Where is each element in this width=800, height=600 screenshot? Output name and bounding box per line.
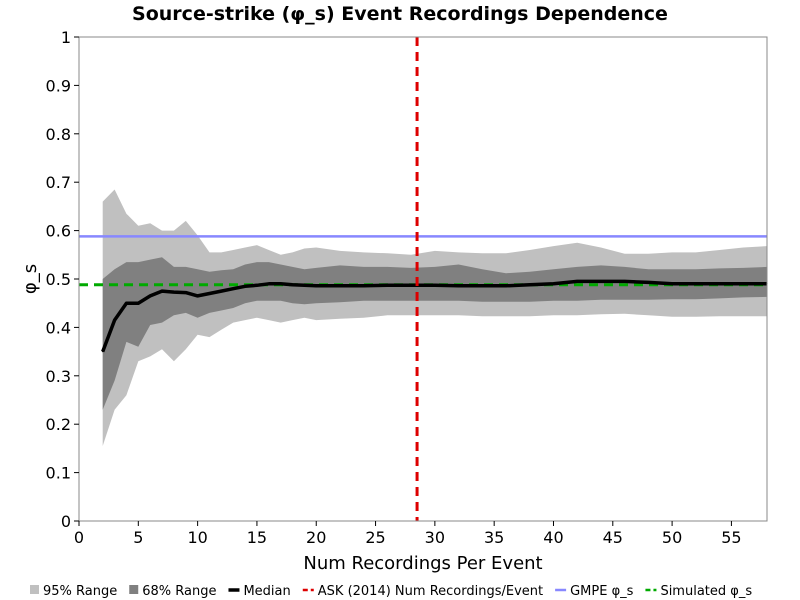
legend-swatch <box>129 585 139 594</box>
y-tick-label: 0.3 <box>46 367 71 386</box>
median-point <box>137 302 139 304</box>
median-point <box>208 292 211 295</box>
median-point <box>268 283 270 285</box>
median-point <box>458 285 460 287</box>
median-point <box>529 284 531 286</box>
y-tick-label: 0.1 <box>46 464 71 483</box>
median-point <box>719 283 721 285</box>
y-tick-label: 0.9 <box>46 76 71 95</box>
median-point <box>303 284 305 286</box>
y-tick-label: 0.5 <box>46 270 71 289</box>
x-tick-label: 30 <box>425 528 445 547</box>
y-tick-label: 0.7 <box>46 173 71 192</box>
median-point <box>161 290 163 292</box>
x-tick-label: 35 <box>484 528 504 547</box>
median-point <box>695 283 697 285</box>
median-point <box>244 285 246 287</box>
x-tick-label: 40 <box>543 528 563 547</box>
chart-title: Source-strike (φ_s) Event Recordings Dep… <box>132 3 668 25</box>
median-point <box>185 292 187 294</box>
median-point <box>102 351 104 353</box>
median-point <box>647 281 650 283</box>
median-point <box>386 284 388 286</box>
x-tick-label: 55 <box>721 528 741 547</box>
median-point <box>256 284 258 286</box>
median-point <box>280 283 282 285</box>
x-tick-label: 20 <box>306 528 326 547</box>
x-tick-label: 0 <box>74 528 84 547</box>
legend-item-median: Median <box>228 584 291 599</box>
legend-swatch <box>30 585 39 594</box>
median-point <box>481 285 483 287</box>
median-point <box>505 285 507 287</box>
median-point <box>232 288 234 290</box>
median-point <box>434 284 436 286</box>
legend-item-68-range: 68% Range <box>129 584 216 599</box>
axes-layer: 0 5 10 15 20 25 30 35 40 45 50 55 0 0.1 0.2 0.3 0.4 0.5 0.… <box>46 28 742 547</box>
x-tick-label: 50 <box>662 528 682 547</box>
median-point <box>339 285 341 287</box>
median-point <box>291 284 294 286</box>
median-point <box>576 280 578 282</box>
x-tick-label: 45 <box>603 528 623 547</box>
legend-item-gmpe-s: GMPE φ_s <box>555 584 634 599</box>
median-point <box>410 284 412 286</box>
median-point <box>600 280 602 282</box>
median-point <box>173 291 175 293</box>
y-tick-label: 0 <box>61 512 71 531</box>
y-tick-label: 0.6 <box>46 222 71 241</box>
legend-item-ask-2014-num-recordings-event: ASK (2014) Num Recordings/Event <box>302 584 543 599</box>
median-point <box>149 295 151 297</box>
legend: 95% Range 68% Range Median ASK (2014) Num R… <box>30 584 752 599</box>
legend-item-95-range: 95% Range <box>30 584 117 599</box>
y-tick-label: 0.2 <box>46 415 71 434</box>
x-tick-label: 15 <box>247 528 267 547</box>
legend-label: Median <box>243 584 290 599</box>
legend-label: 95% Range <box>43 584 117 599</box>
legend-label: 68% Range <box>142 584 216 599</box>
legend-label: Simulated φ_s <box>660 584 752 599</box>
legend-item-simulated-s: Simulated φ_s <box>645 584 752 599</box>
band-68-range <box>102 257 767 410</box>
legend-label: ASK (2014) Num Recordings/Event <box>318 584 543 599</box>
y-tick-label: 0.8 <box>46 125 71 144</box>
series-line-median <box>101 279 767 353</box>
median-point <box>220 290 222 292</box>
median-point <box>742 283 744 285</box>
y-tick-label: 1 <box>61 28 71 47</box>
median-point <box>315 285 317 287</box>
median-point <box>197 295 199 297</box>
median-point <box>671 283 673 285</box>
median-point <box>552 283 555 285</box>
bands-layer <box>102 189 767 446</box>
median-point <box>624 280 626 282</box>
band-95-range <box>102 189 767 446</box>
median-point <box>114 319 116 321</box>
legend-label: GMPE φ_s <box>570 584 634 599</box>
median-point <box>363 285 365 287</box>
y-tick-label: 0.4 <box>46 318 71 337</box>
x-tick-label: 10 <box>187 528 207 547</box>
median-point <box>125 302 127 304</box>
x-axis-label: Num Recordings Per Event <box>303 553 542 574</box>
y-axis-label: φ_s <box>20 264 41 294</box>
lines-layer <box>79 37 768 521</box>
x-tick-label: 25 <box>365 528 385 547</box>
x-tick-label: 5 <box>133 528 143 547</box>
